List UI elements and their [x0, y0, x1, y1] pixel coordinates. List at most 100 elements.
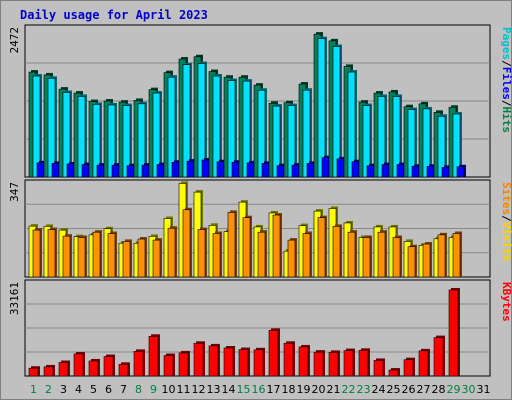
- x-tick-label: 2: [45, 383, 52, 396]
- x-tick-label: 7: [120, 383, 127, 396]
- x-tick-label: 11: [177, 383, 191, 396]
- x-tick-label: 27: [417, 383, 431, 396]
- bar-pages-day-9: [156, 164, 165, 178]
- legend-entry: /: [500, 60, 512, 67]
- bar-sites-day-13: [212, 233, 221, 278]
- bar-pages-day-19: [306, 163, 315, 178]
- x-tick-label: 22: [342, 383, 356, 396]
- bar-files-day-2: [47, 78, 56, 178]
- bar-sites-day-10: [167, 227, 176, 278]
- bar-sites-day-15: [242, 217, 251, 278]
- bar-sites-day-17: [272, 214, 281, 278]
- legend-pages-files-hits: Pages/Files/Hits: [500, 27, 512, 133]
- x-tick-label: 8: [135, 383, 142, 396]
- legend-entry: Files: [500, 67, 512, 100]
- bar-kbytes-day-11: [178, 352, 189, 377]
- ymax-label-visits-sites: 347: [8, 182, 21, 202]
- bar-sites-day-27: [422, 243, 431, 278]
- bar-sites-day-5: [92, 231, 101, 278]
- bar-files-day-27: [422, 108, 431, 178]
- legend-entry: Pages: [500, 27, 512, 60]
- bar-kbytes-day-27: [418, 350, 429, 377]
- bar-files-day-13: [212, 75, 221, 178]
- ymax-label-kbytes: 33161: [8, 282, 21, 315]
- bar-sites-day-3: [62, 235, 71, 278]
- bar-pages-day-22: [351, 161, 360, 178]
- x-tick-label: 26: [402, 383, 416, 396]
- bar-sites-day-23: [362, 237, 371, 278]
- bar-sites-day-16: [257, 231, 266, 278]
- x-tick-label: 18: [282, 383, 296, 396]
- bar-sites-day-7: [122, 241, 131, 278]
- x-tick-label: 13: [207, 383, 221, 396]
- bar-files-day-9: [152, 92, 161, 178]
- bar-kbytes-day-29: [448, 289, 459, 377]
- bar-files-day-29: [452, 113, 461, 178]
- bar-sites-day-1: [32, 229, 41, 278]
- x-tick-label: 16: [252, 383, 266, 396]
- legend-entry: Visits: [500, 222, 512, 262]
- x-tick-label: 9: [150, 383, 157, 396]
- bar-files-day-1: [32, 75, 41, 178]
- bar-kbytes-day-22: [343, 350, 354, 377]
- bar-pages-day-29: [456, 166, 465, 178]
- bar-sites-day-12: [197, 229, 206, 278]
- x-tick-label: 3: [60, 383, 67, 396]
- x-tick-label: 29: [447, 383, 461, 396]
- bar-files-day-24: [377, 96, 386, 178]
- x-tick-label: 25: [387, 383, 401, 396]
- x-axis-day-labels: 1 2 3 4 5 6 7 8 9 10 11 12 13 14 15 16 17 18 19 20 21 22 23 24 2…: [30, 383, 491, 396]
- bar-files-day-20: [317, 38, 326, 178]
- panel-kbytes: 33161 KBytes: [8, 279, 512, 377]
- bar-sites-day-25: [392, 237, 401, 278]
- bar-files-day-5: [92, 104, 101, 178]
- bar-files-day-17: [272, 105, 281, 178]
- bar-sites-day-21: [332, 226, 341, 278]
- bar-pages-day-26: [411, 165, 420, 178]
- bar-sites-day-24: [377, 231, 386, 278]
- bar-pages-day-11: [186, 160, 195, 178]
- legend-entry: Sites: [500, 182, 512, 215]
- x-tick-label: 10: [162, 383, 176, 396]
- x-tick-label: 20: [312, 383, 326, 396]
- x-tick-label: 24: [372, 383, 386, 396]
- x-tick-label: 6: [105, 383, 112, 396]
- bar-files-day-18: [287, 105, 296, 178]
- bar-kbytes-day-2: [43, 366, 54, 377]
- bar-pages-day-17: [276, 165, 285, 178]
- bar-kbytes-day-6: [103, 356, 114, 377]
- bar-pages-day-10: [171, 161, 180, 178]
- x-tick-label: 17: [267, 383, 281, 396]
- bar-files-day-8: [137, 103, 146, 178]
- bar-files-day-12: [197, 63, 206, 178]
- x-tick-label: 15: [237, 383, 251, 396]
- bar-kbytes-day-8: [133, 351, 144, 377]
- bar-kbytes-day-13: [208, 345, 219, 377]
- bar-kbytes-day-20: [313, 351, 324, 377]
- bar-kbytes-day-1: [28, 367, 39, 377]
- bar-files-day-14: [227, 80, 236, 178]
- bar-sites-day-20: [317, 217, 326, 278]
- x-tick-label: 5: [90, 383, 97, 396]
- bar-kbytes-day-23: [358, 350, 369, 377]
- bar-sites-day-19: [302, 233, 311, 278]
- bar-pages-day-20: [321, 157, 330, 178]
- bar-files-day-23: [362, 105, 371, 178]
- bar-kbytes-day-10: [163, 355, 174, 377]
- bar-sites-day-11: [182, 209, 191, 278]
- bar-sites-day-26: [407, 246, 416, 278]
- bar-sites-day-29: [452, 233, 461, 278]
- x-tick-label: 14: [222, 383, 236, 396]
- bar-pages-day-2: [51, 163, 60, 178]
- bar-files-day-6: [107, 104, 116, 178]
- x-tick-label: 30: [462, 383, 476, 396]
- x-tick-label: 1: [30, 383, 37, 396]
- bar-files-day-16: [257, 89, 266, 178]
- bar-pages-day-13: [216, 161, 225, 178]
- legend-entry: /: [500, 215, 512, 222]
- x-tick-label: 31: [477, 383, 491, 396]
- bar-sites-day-6: [107, 233, 116, 278]
- bar-kbytes-day-12: [193, 343, 204, 377]
- panel-visits-sites: 347 Sites/Visits: [8, 179, 512, 278]
- bar-pages-day-8: [141, 164, 150, 178]
